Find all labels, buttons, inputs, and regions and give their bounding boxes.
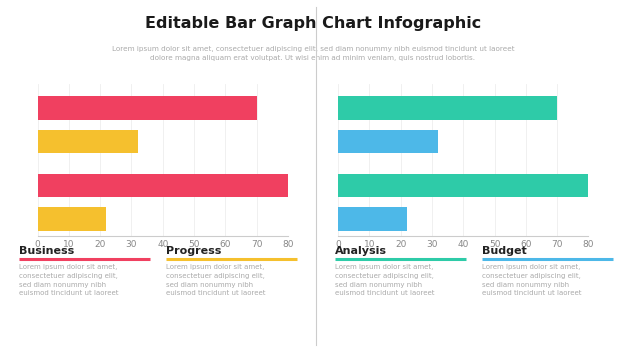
Text: Analysis: Analysis xyxy=(335,246,387,256)
Bar xyxy=(338,207,407,231)
Text: Progress: Progress xyxy=(166,246,221,256)
Text: Business: Business xyxy=(19,246,74,256)
Bar xyxy=(338,174,588,197)
Text: Editable Bar Graph Chart Infographic: Editable Bar Graph Chart Infographic xyxy=(145,16,481,31)
Text: Budget: Budget xyxy=(482,246,526,256)
Bar xyxy=(338,130,438,153)
Text: Lorem ipsum dolor sit amet,
consectetuer adipiscing elit,
sed diam nonummy nibh
: Lorem ipsum dolor sit amet, consectetuer… xyxy=(19,264,118,296)
Bar xyxy=(338,96,557,120)
Bar xyxy=(38,207,106,231)
Text: Lorem ipsum dolor sit amet,
consectetuer adipiscing elit,
sed diam nonummy nibh
: Lorem ipsum dolor sit amet, consectetuer… xyxy=(482,264,582,296)
Bar xyxy=(38,174,288,197)
Bar xyxy=(38,130,138,153)
Text: Lorem ipsum dolor sit amet,
consectetuer adipiscing elit,
sed diam nonummy nibh
: Lorem ipsum dolor sit amet, consectetuer… xyxy=(166,264,265,296)
Text: Lorem ipsum dolor sit amet, consectetuer adipiscing elit, sed diam nonummy nibh : Lorem ipsum dolor sit amet, consectetuer… xyxy=(111,46,515,61)
Bar xyxy=(38,96,257,120)
Text: Lorem ipsum dolor sit amet,
consectetuer adipiscing elit,
sed diam nonummy nibh
: Lorem ipsum dolor sit amet, consectetuer… xyxy=(335,264,434,296)
